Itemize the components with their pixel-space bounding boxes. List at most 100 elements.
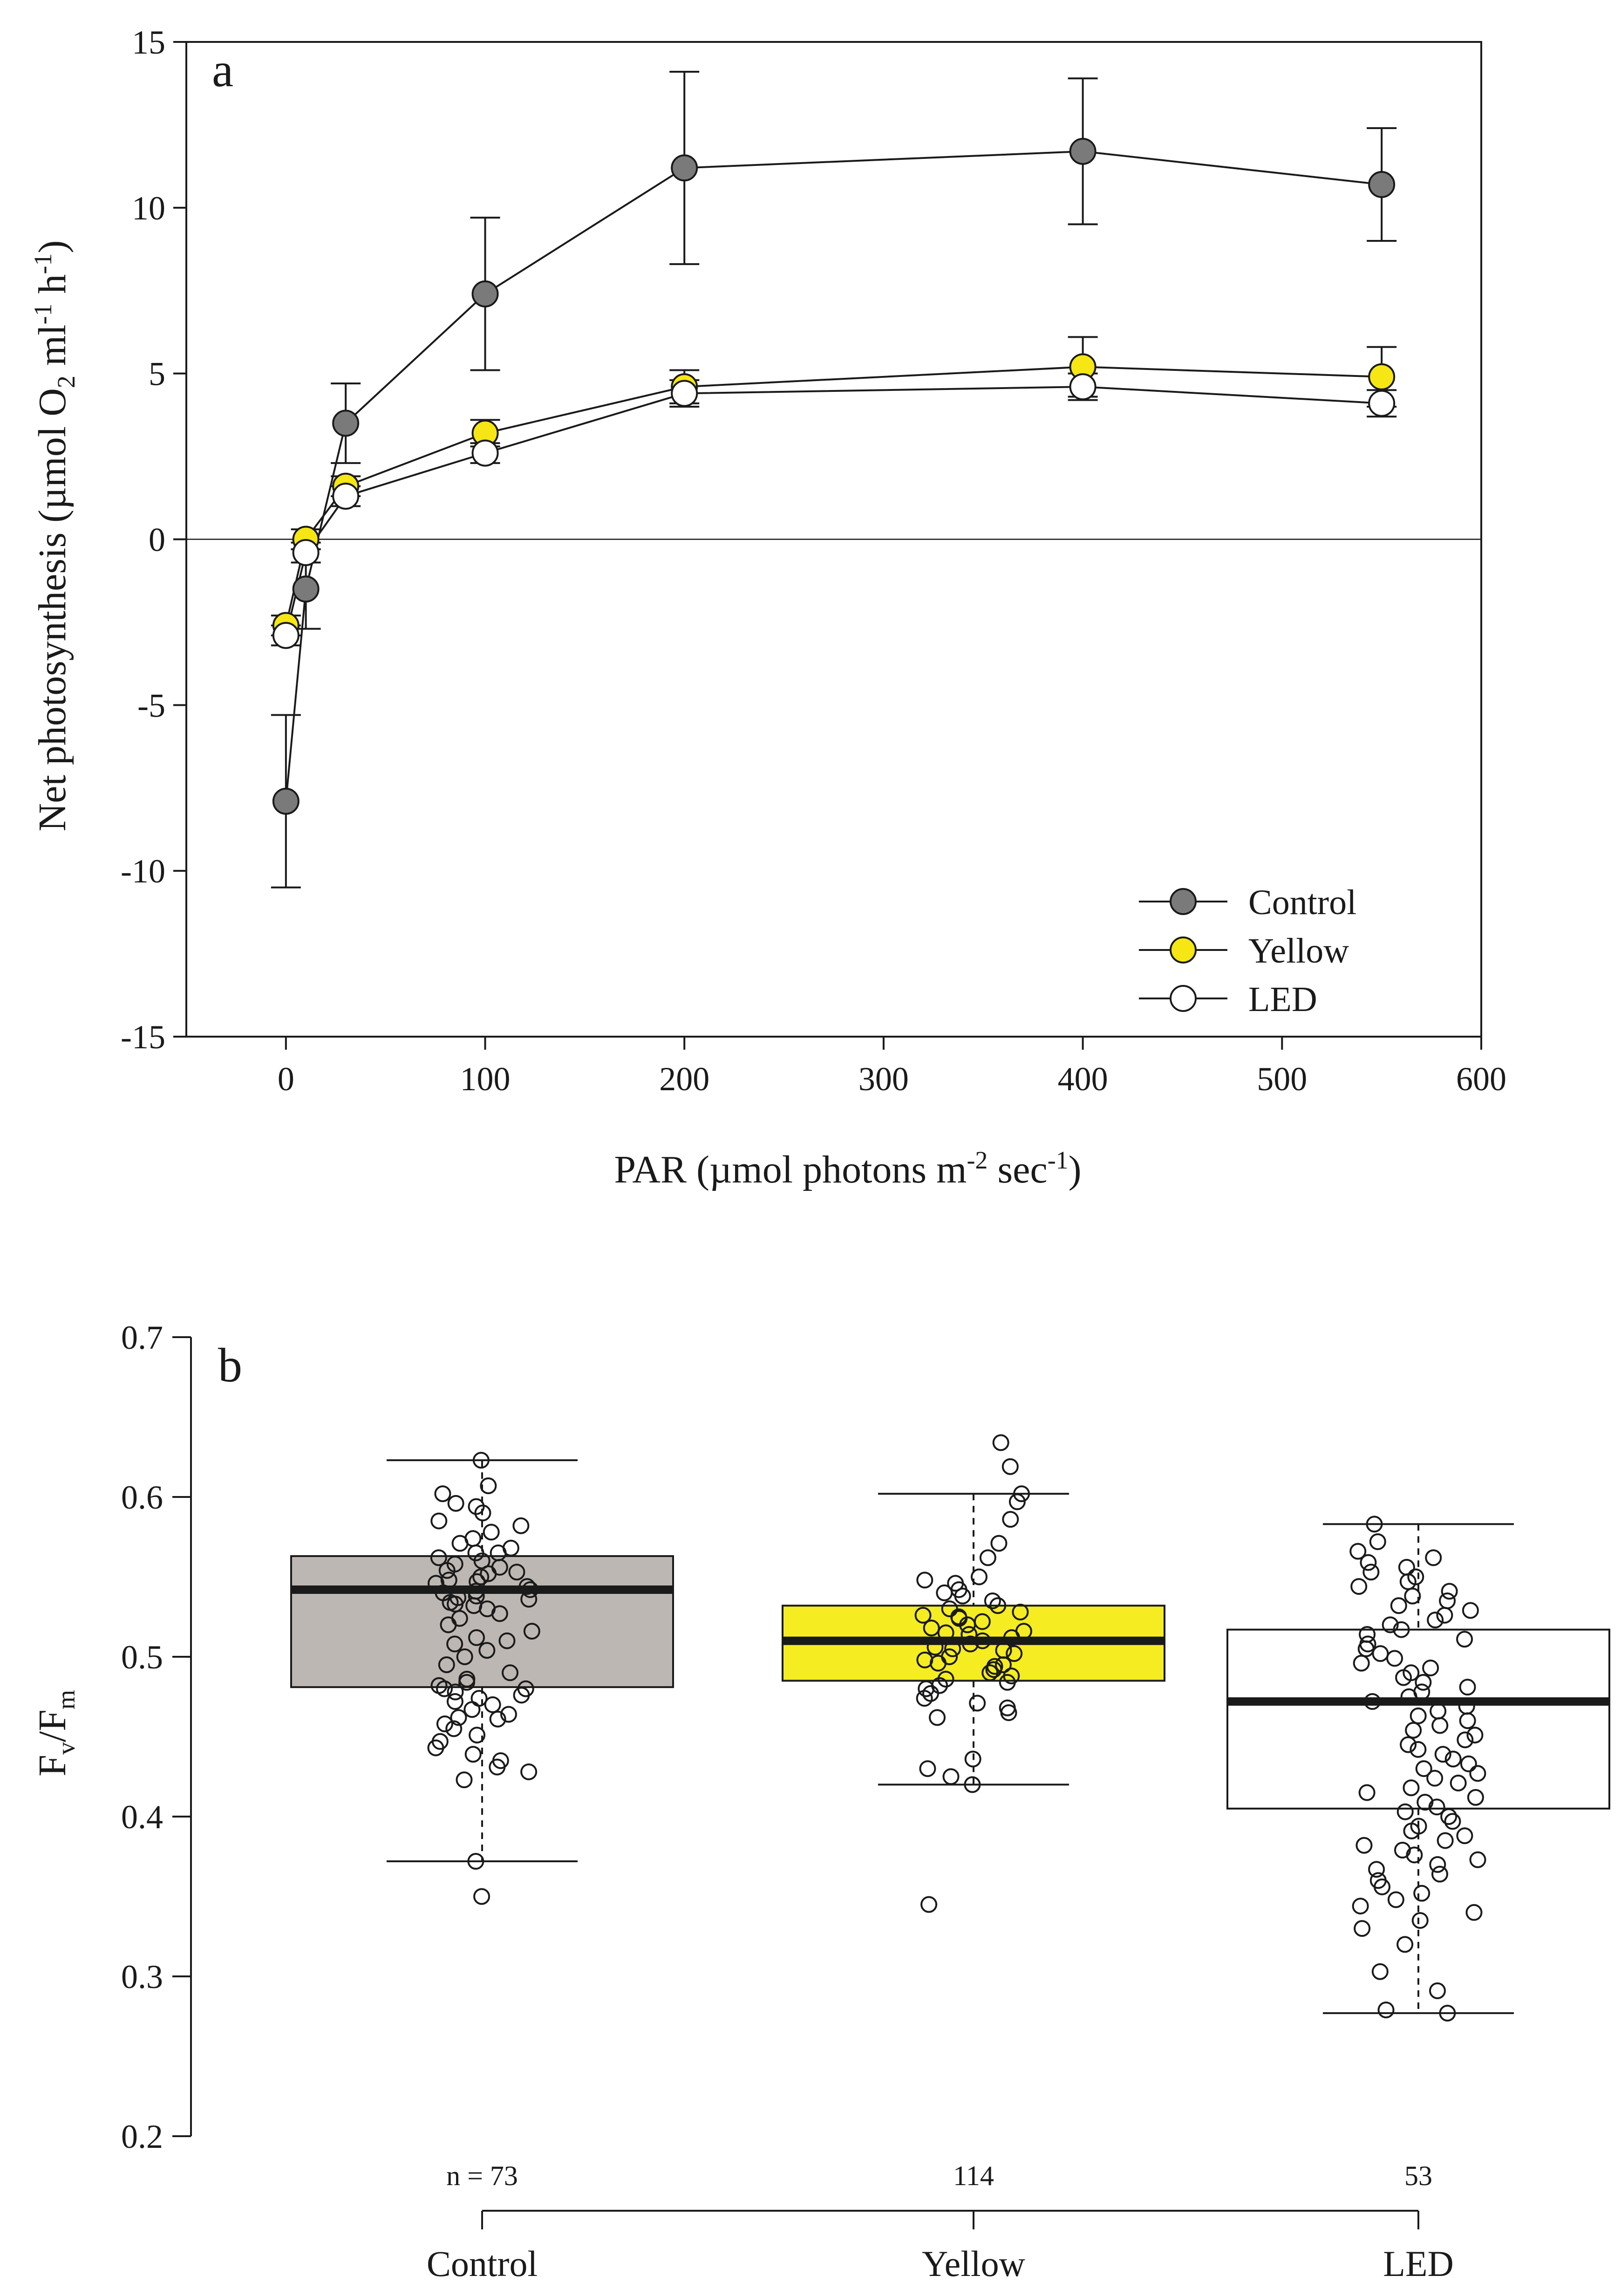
data-point	[969, 1695, 986, 1712]
data-point	[929, 1654, 947, 1672]
series-line-control	[285, 150, 1382, 801]
data-point	[926, 1639, 944, 1656]
data-point	[1462, 1602, 1479, 1619]
data-point	[489, 1710, 506, 1728]
data-point	[981, 1664, 999, 1681]
legend-label: LED	[1248, 980, 1317, 1019]
legend-marker	[1170, 936, 1197, 964]
data-point	[1001, 1458, 1019, 1475]
data-point	[1374, 1878, 1391, 1895]
point-yellow	[1368, 363, 1396, 390]
data-point	[1410, 1741, 1427, 1758]
y-tick-label: 0.4	[121, 1798, 163, 1836]
data-point	[1366, 1516, 1383, 1533]
n-label-led: 53	[1404, 2160, 1432, 2191]
data-point	[474, 1504, 491, 1522]
data-point	[984, 1592, 1001, 1609]
data-point	[467, 1853, 484, 1870]
data-point	[447, 1495, 464, 1512]
data-point	[1371, 1963, 1389, 1980]
data-point	[1450, 1774, 1467, 1791]
legend-entry-led: LED	[1139, 980, 1317, 1019]
data-point	[1459, 1712, 1476, 1729]
y-tick-label: 0.7	[121, 1319, 163, 1356]
point-led	[1069, 373, 1097, 401]
jitter-points	[914, 1434, 1032, 1913]
point-led	[1368, 390, 1396, 417]
data-point	[484, 1696, 501, 1713]
data-point	[964, 1776, 981, 1793]
data-point	[1349, 1543, 1367, 1560]
data-point	[1377, 2002, 1395, 2019]
x-tick-label: 500	[1257, 1060, 1307, 1098]
point-control	[471, 280, 499, 308]
x-tick-label: 600	[1456, 1060, 1506, 1098]
data-point	[974, 1632, 991, 1649]
y-tick-label: 15	[132, 24, 165, 61]
data-point	[469, 1573, 486, 1590]
data-point	[427, 1739, 444, 1756]
point-led	[471, 439, 499, 467]
data-point	[1469, 1851, 1486, 1868]
data-point	[1362, 1564, 1380, 1581]
data-point	[520, 1763, 538, 1780]
data-point	[1400, 1688, 1417, 1705]
data-point	[520, 1591, 538, 1608]
data-point	[979, 1549, 996, 1566]
data-point	[473, 1888, 490, 1905]
point-led	[332, 482, 360, 510]
data-point	[937, 1624, 954, 1641]
data-point	[445, 1720, 463, 1737]
data-point	[1465, 1904, 1483, 1921]
point-control	[671, 154, 698, 182]
data-point	[1439, 2004, 1456, 2022]
data-point	[914, 1606, 932, 1624]
jitter-points	[1349, 1516, 1486, 2022]
data-point	[430, 1512, 448, 1530]
data-point	[472, 1452, 490, 1469]
data-point	[1403, 1822, 1420, 1839]
data-point	[512, 1517, 530, 1534]
data-point	[478, 1642, 496, 1659]
panel-b-ticks: 0.2 0.3 0.4 0.5 0.6 0.7	[121, 1319, 191, 2155]
data-point	[480, 1477, 497, 1494]
data-point	[1444, 1813, 1461, 1830]
panel-b-box-plot: b 0.2 0.3 0.4 0.5 0.6 0.7 n = 73 Control 114 Yel…	[31, 1319, 1610, 2284]
panel-b-y-axis-label: Fv/Fm	[31, 1690, 80, 1777]
data-point	[989, 1597, 1007, 1614]
data-point	[950, 1608, 967, 1626]
data-point	[500, 1706, 517, 1723]
data-point	[456, 1648, 473, 1665]
y-tick-label: -15	[121, 1018, 165, 1056]
n-label-control: n = 73	[446, 2160, 518, 2191]
data-point	[498, 1632, 516, 1649]
data-point	[468, 1629, 485, 1646]
data-point	[430, 1549, 447, 1566]
data-point	[1406, 1846, 1423, 1864]
data-point	[964, 1750, 981, 1768]
data-point	[1358, 1784, 1376, 1801]
panel-b-category-axis: n = 73 Control 114 Yellow 53 LED	[427, 2160, 1454, 2284]
category-label-yellow: Yellow	[922, 2243, 1025, 2284]
data-point	[446, 1635, 463, 1653]
data-point	[513, 1687, 530, 1704]
panel-a-legend: Control Yellow LED	[1139, 883, 1356, 1019]
data-point	[456, 1771, 473, 1789]
data-point	[1396, 1803, 1414, 1820]
x-tick-label: 400	[1058, 1060, 1108, 1098]
data-point	[936, 1584, 953, 1601]
data-point	[1436, 1606, 1453, 1624]
data-point	[489, 1758, 506, 1776]
data-point	[436, 1680, 453, 1697]
y-tick-label: -10	[121, 853, 165, 890]
data-point	[1422, 1660, 1439, 1677]
data-point	[1390, 1597, 1407, 1614]
series-line-yellow	[285, 366, 1382, 626]
data-point	[970, 1568, 988, 1585]
x-tick-label: 100	[460, 1060, 511, 1098]
y-tick-label: 0	[149, 521, 165, 559]
data-point	[483, 1524, 500, 1541]
point-control	[292, 575, 320, 603]
data-point	[937, 1671, 954, 1688]
